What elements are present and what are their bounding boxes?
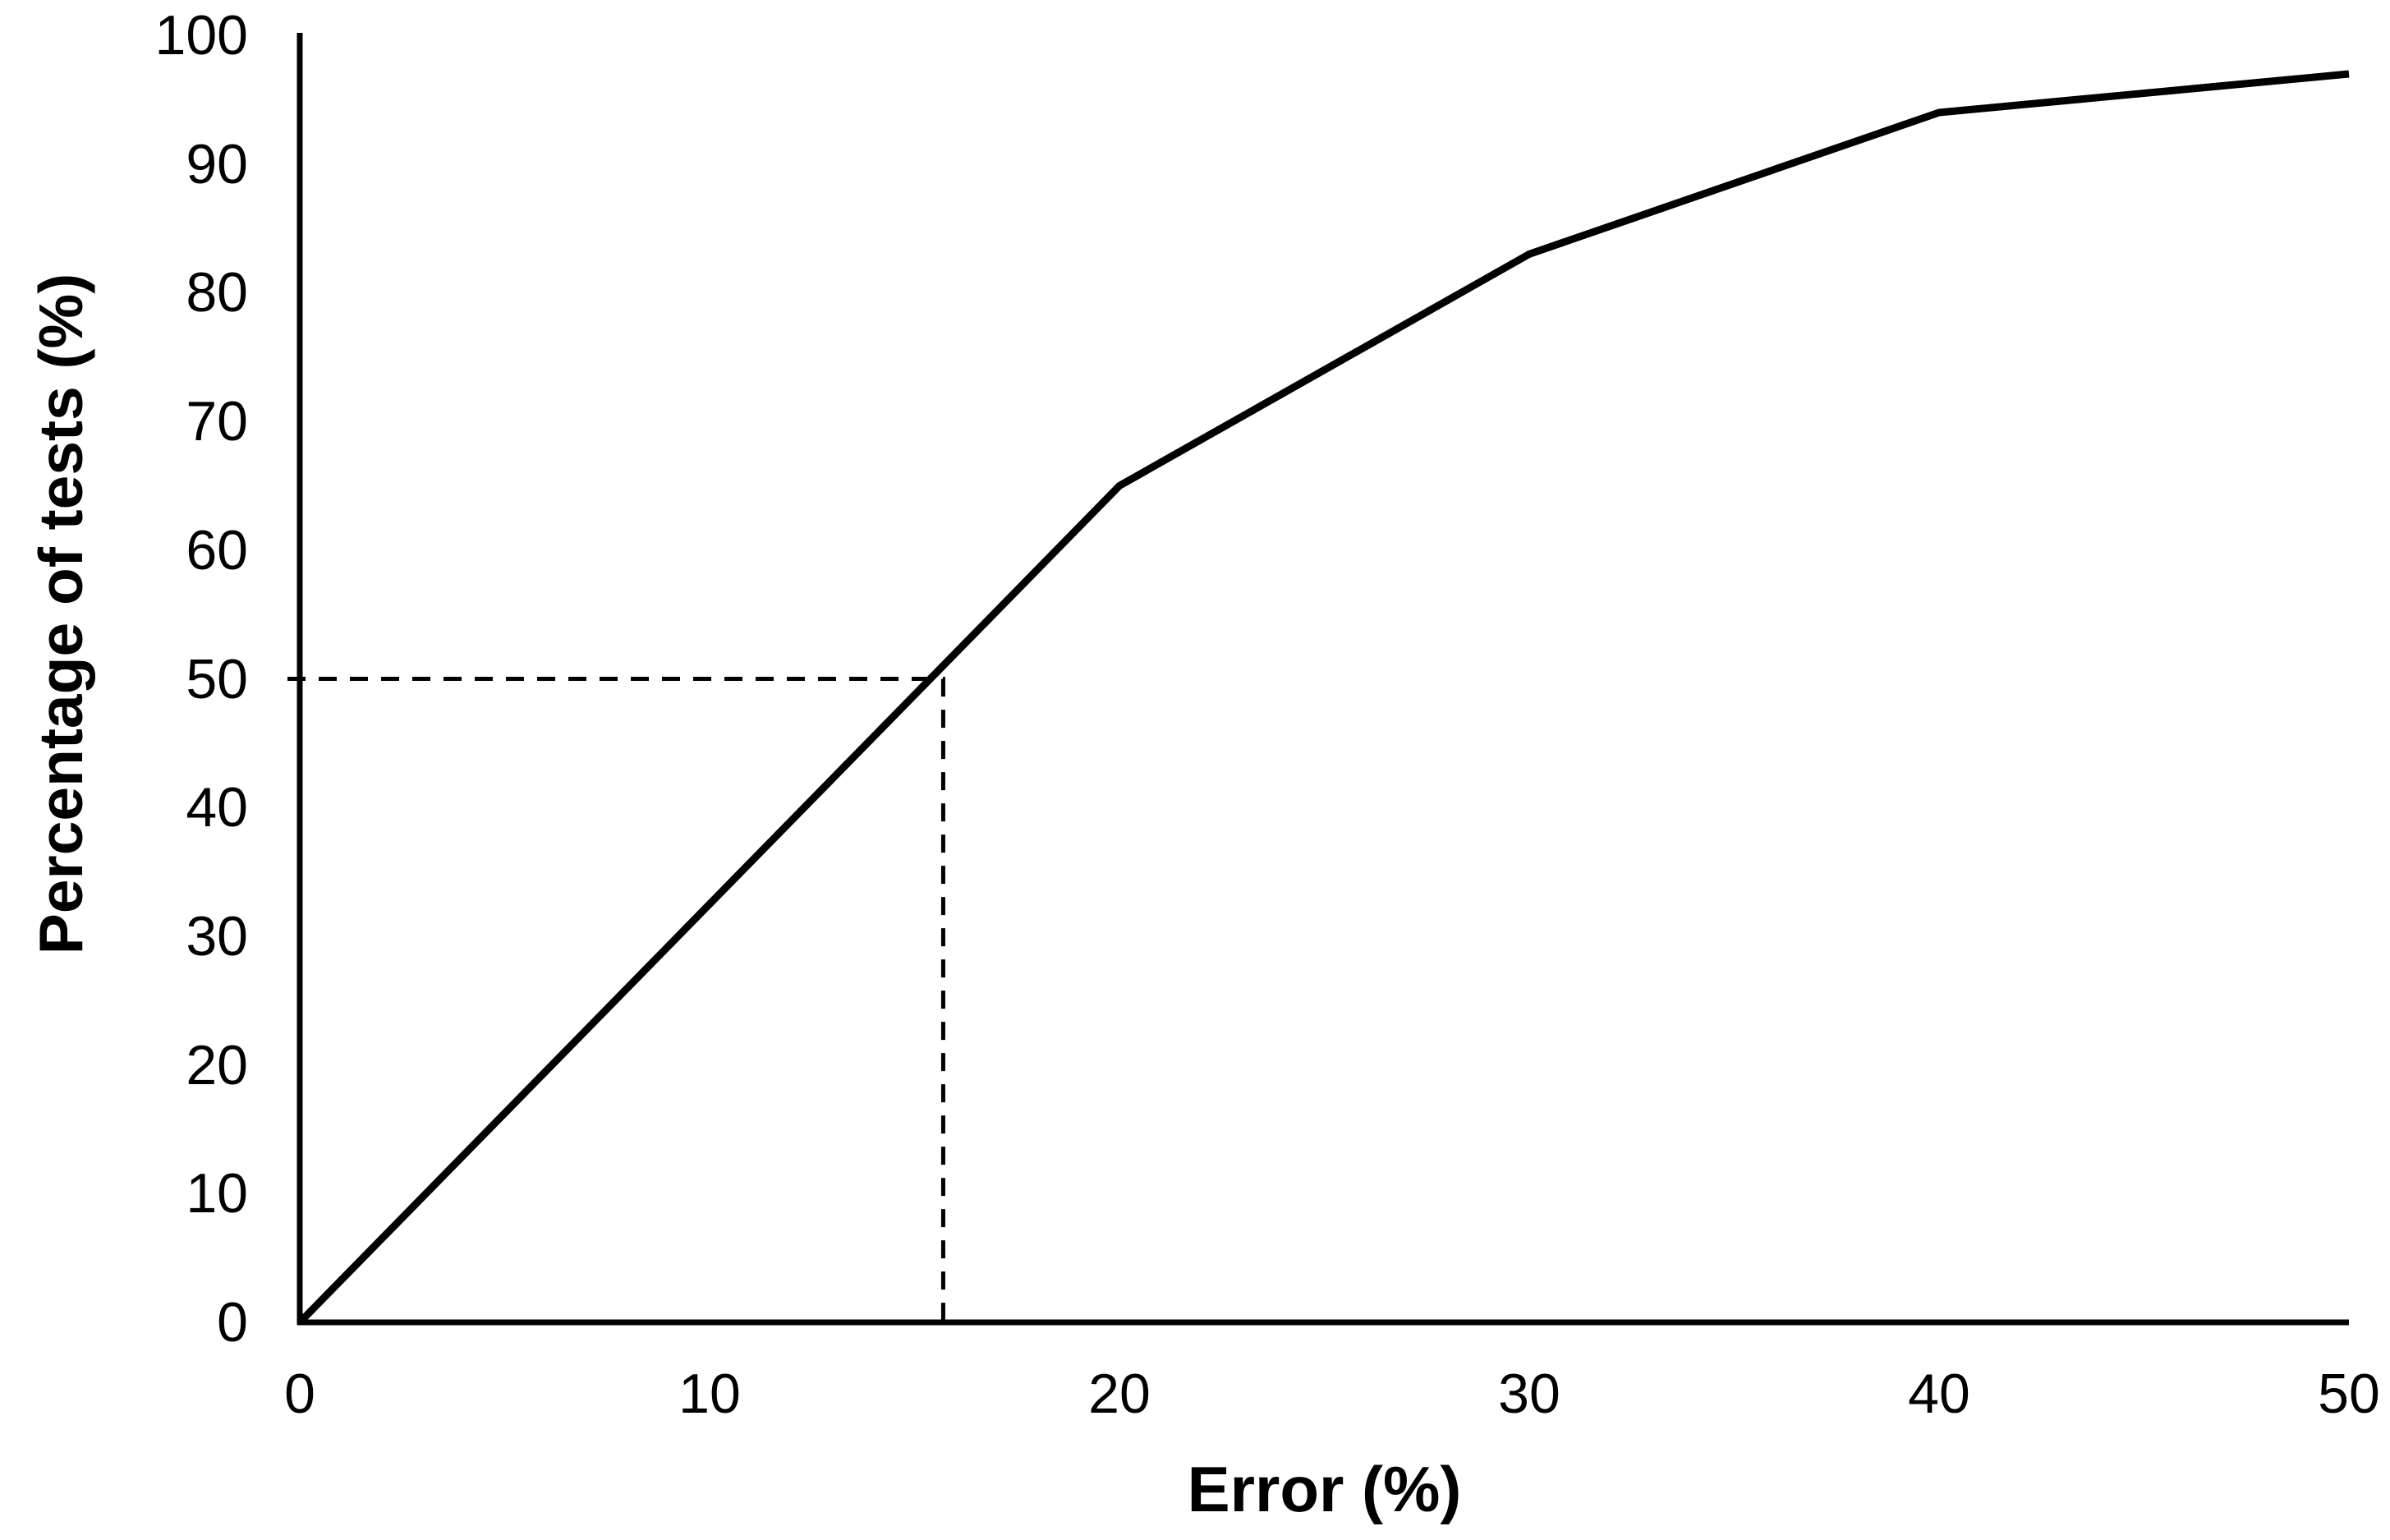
y-tick-label: 80 [186, 261, 248, 324]
y-tick-label: 50 [186, 647, 248, 710]
x-tick-label: 40 [1908, 1363, 1970, 1425]
cumulative-curve-line [296, 70, 2350, 1326]
y-axis-title: Percentage of tests (%) [26, 273, 95, 955]
median-guide-dashed-line [287, 677, 945, 1322]
x-axis-title: Error (%) [1187, 1453, 1462, 1525]
x-tick-label: 0 [284, 1363, 315, 1425]
y-tick-label: 0 [217, 1291, 248, 1354]
x-tick-label: 20 [1088, 1363, 1151, 1425]
y-tick-label: 60 [186, 518, 248, 582]
x-tick-label: 50 [2318, 1363, 2380, 1425]
y-tick-label: 90 [186, 132, 248, 195]
x-tick-label: 10 [678, 1363, 741, 1425]
y-tick-label: 20 [186, 1033, 248, 1096]
y-tick-label: 100 [154, 4, 248, 67]
y-tick-label: 70 [186, 390, 248, 453]
y-tick-label: 30 [186, 904, 248, 968]
y-tick-label: 10 [186, 1162, 248, 1225]
x-tick-label: 30 [1498, 1363, 1560, 1425]
y-tick-label: 40 [186, 776, 248, 839]
